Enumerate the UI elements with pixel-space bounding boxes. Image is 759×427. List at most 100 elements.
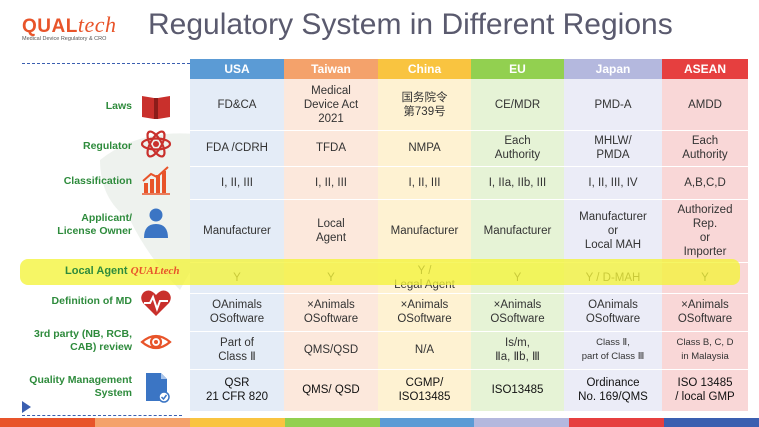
cell-classification: I, IIa, IIb, III	[488, 176, 547, 189]
cell-classification: I, II, III	[315, 176, 347, 189]
local-agent-logo: QUALtech	[130, 265, 180, 277]
cell-third-party: N/A	[414, 344, 435, 356]
cell-third-party: Class B, C, D in Malaysia	[676, 337, 734, 362]
page-title: Regulatory System in Different Regions	[148, 8, 673, 41]
row-divider	[378, 130, 471, 131]
row-divider	[662, 331, 748, 332]
cell-laws: FD&CA	[217, 98, 257, 111]
column-header: EU	[471, 59, 564, 79]
row-divider	[471, 130, 564, 131]
cell-regulator: FDA /CDRH	[206, 142, 268, 154]
column-asean: ASEAN AMDD Each Authority A,B,C,D Authorized…	[662, 59, 748, 411]
row-divider	[662, 199, 748, 200]
row-divider	[564, 199, 662, 200]
cell-qms: QMS/ QSD	[302, 384, 360, 396]
row-divider	[190, 130, 284, 131]
logo-text-tech: tech	[77, 12, 117, 37]
cell-applicant: Manufacturer	[483, 224, 552, 237]
row-divider	[284, 293, 378, 294]
column-header: China	[378, 59, 471, 79]
company-logo: QUALtech Medical Device Regulatory & CRO	[22, 12, 142, 52]
footer-bar-segment	[379, 418, 475, 427]
cell-regulator: Each Authority	[494, 135, 541, 161]
cell-applicant: Manufacturer	[390, 224, 459, 237]
row-divider	[378, 293, 471, 294]
cell-qms: ISO 13485 / local GMP	[675, 377, 735, 403]
row-divider	[284, 166, 378, 167]
cell-regulator: MHLW/ PMDA	[594, 135, 632, 161]
logo-text-qual: QUAL	[22, 16, 78, 37]
cell-classification: I, II, III	[408, 176, 441, 189]
row-divider	[284, 199, 378, 200]
column-china: China 国务院令 第739号 NMPA I, II, III Manufacture…	[378, 59, 471, 411]
play-icon	[22, 401, 31, 413]
cell-laws: PMD-A	[594, 98, 632, 111]
column-header: ASEAN	[662, 59, 748, 79]
row-divider	[662, 369, 748, 370]
footer-bar-segment	[94, 418, 190, 427]
cell-applicant: Manufacturer	[203, 224, 271, 237]
heart-pulse-icon	[141, 290, 171, 316]
person-icon	[144, 208, 168, 238]
cell-qms: ISO13485	[491, 384, 544, 396]
cell-laws: CE/MDR	[494, 98, 541, 111]
footer-bar-segment	[569, 418, 665, 427]
column-japan: Japan PMD-A MHLW/ PMDA I, II, III, IV Manufa…	[564, 59, 662, 411]
footer-bar-segment	[664, 418, 759, 427]
cell-third-party: Class Ⅱ, part of Class Ⅲ	[581, 337, 645, 362]
cell-classification: I, II, III	[221, 176, 253, 189]
row-divider	[471, 369, 564, 370]
row-label-laws: Laws	[105, 100, 132, 112]
row-divider	[378, 369, 471, 370]
row-divider	[662, 166, 748, 167]
footer-bar-segment	[0, 418, 95, 427]
footer-bar-segment	[189, 418, 285, 427]
row-divider	[471, 166, 564, 167]
cell-classification: A,B,C,D	[684, 176, 726, 189]
row-divider	[378, 331, 471, 332]
cell-third-party: Is/m, Ⅱa, Ⅱb, Ⅲ	[495, 337, 540, 363]
row-divider	[190, 293, 284, 294]
row-divider	[284, 130, 378, 131]
book-icon	[142, 96, 170, 119]
row-divider	[284, 369, 378, 370]
column-header: Taiwan	[284, 59, 378, 79]
cell-laws: 国务院令 第739号	[401, 91, 448, 118]
row-label-applicant: Applicant/ License Owner	[57, 212, 132, 237]
row-label-third-party: 3rd party (NB, RCB, CAB) review	[33, 328, 132, 353]
cell-definition: OAnimals OSoftware	[585, 299, 641, 325]
row-divider	[284, 331, 378, 332]
cell-definition: ×Animals OSoftware	[677, 299, 733, 325]
cell-definition: ×Animals OSoftware	[397, 299, 452, 325]
column-eu: EU CE/MDR Each Authority I, IIa, IIb, III Ma…	[471, 59, 564, 411]
row-divider	[564, 130, 662, 131]
column-header: USA	[190, 59, 284, 79]
row-divider	[662, 130, 748, 131]
atom-icon	[140, 130, 172, 158]
row-divider	[471, 331, 564, 332]
cell-applicant: Authorized Rep. or Importer	[677, 203, 733, 258]
row-divider	[190, 369, 284, 370]
row-label-regulator: Regulator	[82, 140, 132, 152]
footer-divider	[22, 415, 182, 416]
row-divider	[471, 293, 564, 294]
logo-subtitle: Medical Device Regulatory & CRO	[22, 36, 107, 42]
row-label-qms: Quality Management System	[29, 374, 132, 399]
cell-definition: ×Animals OSoftware	[490, 299, 545, 325]
cell-applicant: Local Agent	[315, 217, 347, 244]
cell-classification: I, II, III, IV	[588, 176, 638, 189]
cell-laws: Medical Device Act 2021	[303, 84, 359, 125]
row-divider	[564, 166, 662, 167]
header-divider	[22, 63, 190, 64]
cell-regulator: TFDA	[315, 142, 347, 154]
bar-chart-icon	[142, 166, 170, 195]
cell-regulator: Each Authority	[682, 135, 728, 161]
document-check-icon	[146, 373, 170, 403]
row-divider	[190, 199, 284, 200]
local-agent-label-text: Local Agent	[65, 265, 128, 277]
footer-color-bar	[0, 418, 759, 427]
cell-qms: Ordinance No. 169/QMS	[578, 377, 648, 403]
row-divider	[564, 331, 662, 332]
